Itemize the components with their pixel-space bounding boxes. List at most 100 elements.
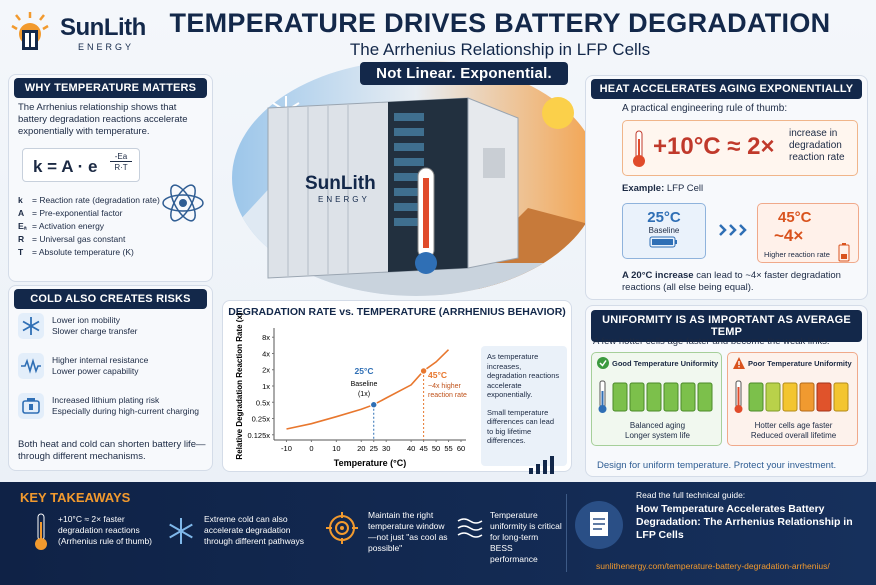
formula-lhs: k = A · e: [33, 157, 98, 176]
good-title: Good Temperature Uniformity: [612, 359, 719, 368]
legend-text: = Absolute temperature (K): [32, 247, 134, 257]
rule-box: +10°C ≈ 2× increase in degradation react…: [622, 120, 858, 176]
example-label: Example:: [622, 183, 665, 194]
good-box: Good Temperature Uniformity Balanced agi…: [591, 352, 722, 446]
takeaway: Maintain the right temperature window—no…: [368, 510, 448, 553]
cold-item: Higher internal resistance Lower power ca…: [18, 353, 208, 393]
cold-items: Lower ion mobility Slower charge transfer…: [18, 313, 208, 437]
cold-line: Higher internal resistance: [52, 355, 149, 365]
uniformity-intro: A few hotter cells age faster and become…: [593, 336, 830, 347]
logo-icon: [11, 12, 49, 50]
tagline: Not Linear. Exponential.: [360, 62, 568, 85]
cold-line: Increased lithium plating risk: [52, 395, 160, 405]
legend-row: A = Pre-exponential factor: [18, 207, 168, 220]
legend-row: k = Reaction rate (degradation rate): [18, 194, 168, 207]
x-tick-label: 40: [407, 444, 415, 453]
target-icon: [326, 512, 358, 544]
y-tick-label: 0.125x: [247, 431, 270, 440]
annotation: 25°C: [355, 366, 374, 376]
hot-label: Higher reaction rate: [764, 250, 830, 259]
brand: SunLith: [60, 14, 146, 41]
document-icon: [575, 501, 623, 549]
atom-icon: [162, 184, 204, 222]
rule-desc: increase in degradation reaction rate: [789, 128, 845, 163]
rule: +10°C ≈ 2×: [653, 133, 775, 160]
legend-row: Eₐ = Activation energy: [18, 220, 168, 233]
y-tick-label: 2x: [262, 366, 270, 375]
cold-icon: [18, 353, 44, 384]
poor-box: Poor Temperature Uniformity Hotter cells…: [727, 352, 858, 446]
check-icon: [597, 357, 609, 369]
cold-line: Slower charge transfer: [52, 326, 138, 336]
heat-conclusion: A 20°C increase can lead to ~4× faster d…: [622, 270, 862, 294]
poor-line: Hotter cells age faster: [754, 421, 833, 430]
good-line: Balanced aging: [629, 421, 686, 430]
legend-text: = Reaction rate (degradation rate): [32, 195, 160, 205]
chart-title: DEGRADATION RATE vs. TEMPERATURE (ARRHEN…: [228, 306, 566, 318]
hot-factor: ~4×: [774, 226, 804, 245]
good-lines: Balanced aging Longer system life: [592, 421, 723, 441]
cold-line: Especially during high-current charging: [52, 406, 199, 416]
battery-icon: [649, 236, 677, 248]
x-tick-label: 50: [432, 444, 440, 453]
battery-icon: [838, 243, 850, 262]
thermometer-icon: [35, 513, 47, 550]
takeaway: Extreme cold can also accelerate degrada…: [204, 514, 305, 546]
formula-den: R·T: [114, 163, 128, 172]
growth-icon: [529, 455, 554, 474]
poor-line: Reduced overall lifetime: [750, 431, 837, 440]
section-title: UNIFORMITY IS AS IMPORTANT AS AVERAGE TE…: [591, 310, 862, 342]
guide-title: How Temperature Accelerates Battery Degr…: [636, 503, 853, 541]
uniformity-footer: Design for uniform temperature. Protect …: [597, 460, 837, 471]
x-tick-label: -10: [281, 444, 292, 453]
series-line: [286, 349, 450, 430]
guide-url[interactable]: sunlithenergy.com/temperature-battery-de…: [596, 561, 830, 571]
annotation: (1x): [358, 391, 370, 398]
container-illustration: [232, 60, 600, 296]
section-title: COLD ALSO CREATES RISKS: [14, 289, 207, 309]
subtitle: The Arrhenius Relationship in LFP Cells: [349, 40, 651, 59]
cold-line: Lower power capability: [52, 366, 139, 376]
x-tick-label: 20: [357, 444, 365, 453]
legend-row: T = Absolute temperature (K): [18, 246, 168, 259]
annotation: ~4x higher: [428, 383, 462, 390]
example: Example: LFP Cell: [622, 183, 703, 194]
formula-legend: k = Reaction rate (degradation rate) A = Pr…: [18, 194, 168, 259]
x-tick-label: 10: [332, 444, 340, 453]
base-temp: 25°C: [647, 209, 681, 226]
x-tick-label: 25: [370, 444, 378, 453]
chart-note: As temperature increases, degradation re…: [487, 352, 560, 399]
x-tick-label: 55: [444, 444, 452, 453]
arrows: [719, 224, 747, 236]
waves-icon: [457, 518, 483, 538]
legend-row: R = Universal gas constant: [18, 233, 168, 246]
section-title: WHY TEMPERATURE MATTERS: [14, 78, 207, 98]
annotation: reaction rate: [428, 392, 467, 399]
y-tick-label: 8x: [262, 333, 270, 342]
legend-symbol: A: [18, 208, 25, 218]
thermometer-icon: [633, 130, 645, 167]
x-tick-label: 60: [457, 444, 465, 453]
cells-good: [598, 380, 713, 413]
good-line: Longer system life: [625, 431, 690, 440]
y-axis-label: Relative Degradation Reaction Rate (x): [235, 312, 244, 459]
highlight-point: [370, 401, 378, 409]
y-tick-label: 1x: [262, 382, 270, 391]
example-text: LFP Cell: [666, 183, 704, 194]
base-label: Baseline: [648, 226, 680, 235]
takeaways-band: [0, 482, 876, 585]
highlight-point: [419, 367, 428, 375]
legend-symbol: Eₐ: [18, 221, 27, 231]
cold-text: Higher internal resistance Lower power ca…: [52, 355, 202, 377]
x-axis-label: Temperature (°C): [334, 458, 406, 468]
snowflake-icon: [169, 518, 193, 544]
x-tick-label: 0: [309, 444, 313, 453]
takeaway: Temperature uniformity is critical for l…: [490, 510, 562, 564]
x-tick-label: 45: [419, 444, 427, 453]
brand-sub: ENERGY: [78, 42, 135, 52]
container-brand-sub: ENERGY: [318, 195, 370, 204]
cold-line: Lower ion mobility: [52, 315, 121, 325]
legend-text: = Activation energy: [32, 221, 105, 231]
annotation: 45°C: [428, 370, 447, 380]
